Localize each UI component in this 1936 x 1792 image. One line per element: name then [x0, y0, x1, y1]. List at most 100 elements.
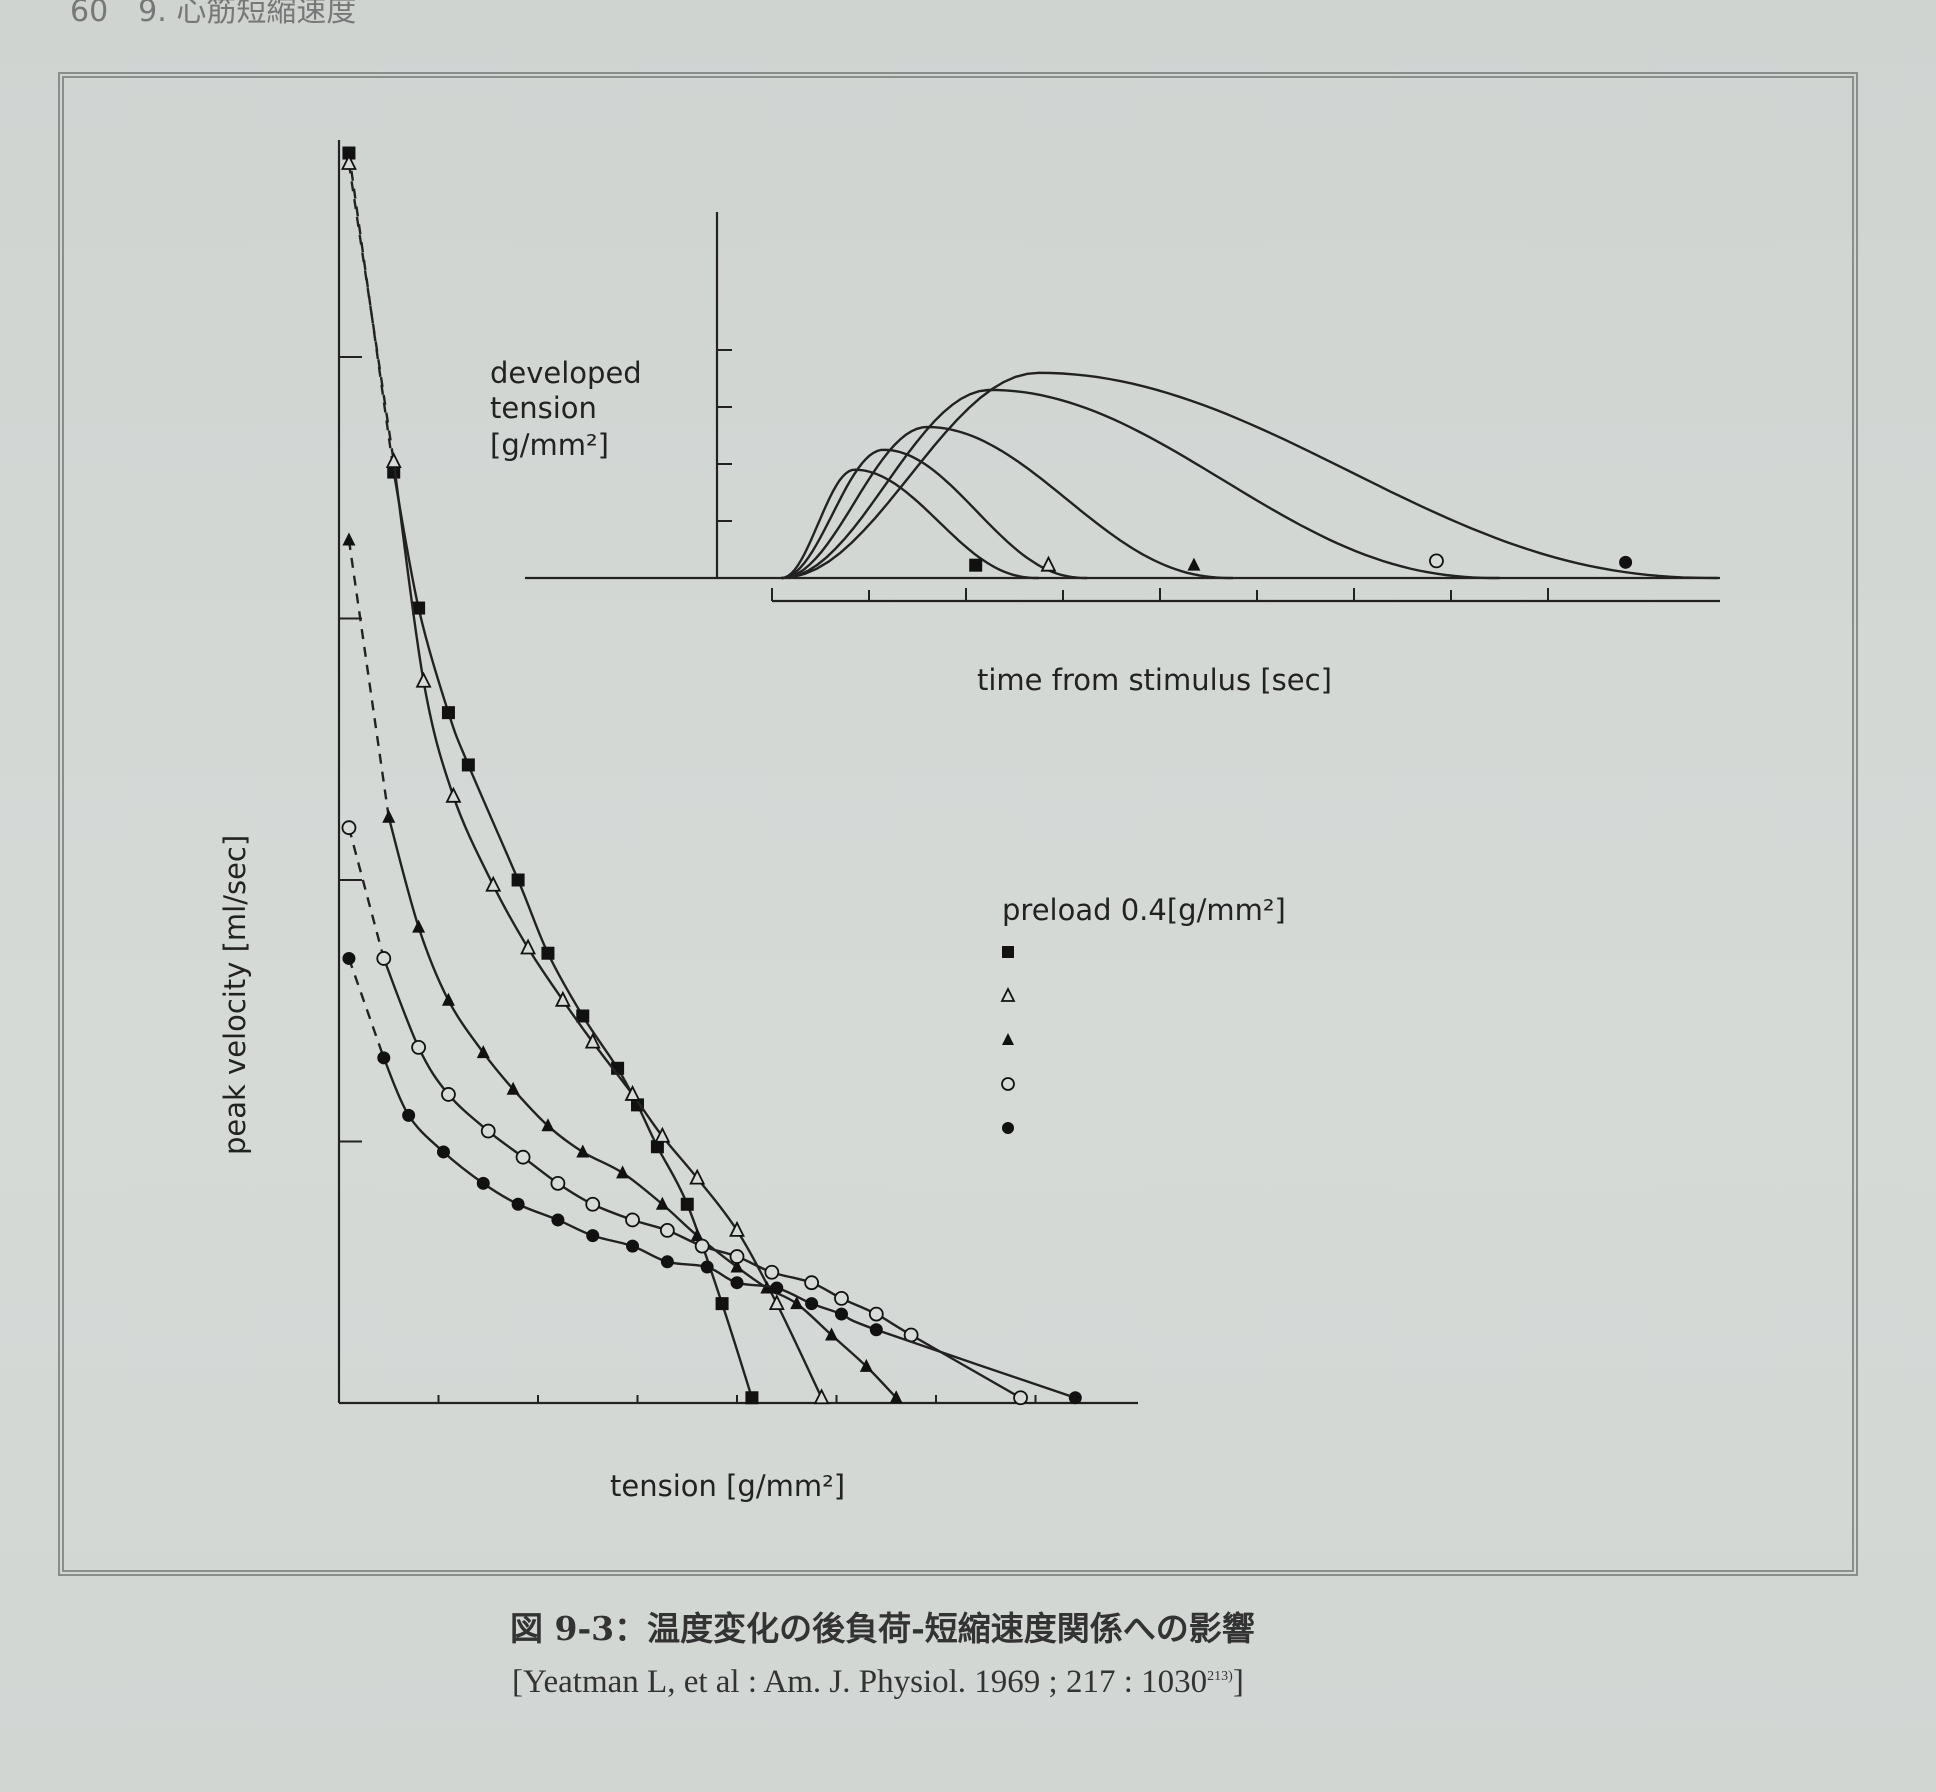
main-point	[813, 1388, 830, 1405]
main-series	[340, 146, 1082, 1406]
citation-close: ]	[1232, 1664, 1244, 1700]
main-point	[729, 1249, 745, 1264]
inset-marker	[969, 558, 983, 572]
main-curve	[392, 461, 823, 1399]
legend-title: preload 0.4[g/mm²]	[1002, 893, 1286, 927]
inset-series-filled-square	[781, 468, 1039, 580]
main-point	[385, 452, 402, 469]
main-point	[412, 601, 426, 615]
main-y-axis-label: peak velocity [ml/sec]	[218, 835, 252, 1155]
main-point	[436, 1145, 450, 1159]
inset-curve	[781, 448, 1088, 580]
main-point	[764, 1264, 780, 1280]
legend: preload 0.4[g/mm²]	[1000, 893, 1286, 1134]
main-point	[834, 1307, 848, 1321]
main-point	[411, 1039, 427, 1055]
main-point	[550, 1175, 566, 1191]
main-point	[340, 153, 357, 170]
main-series-filled-triangle	[342, 532, 903, 1404]
main-point	[869, 1323, 883, 1337]
main-point	[1013, 1390, 1028, 1406]
legend-marker	[1001, 1077, 1015, 1091]
main-dashed-line	[347, 958, 385, 1059]
main-point	[825, 1327, 839, 1341]
main-dashed-line	[347, 827, 385, 959]
main-point	[511, 873, 525, 887]
inset-y-axis-label-line1: developed	[490, 356, 642, 390]
main-point	[576, 1144, 590, 1158]
main-point	[868, 1306, 884, 1322]
main-point	[485, 875, 502, 892]
main-series-open-triangle	[340, 153, 830, 1405]
main-point	[790, 1296, 804, 1310]
main-point	[541, 946, 555, 960]
figure-caption: 図 9-3：温度変化の後負荷-短縮速度関係への影響	[510, 1609, 1255, 1648]
main-point	[729, 1220, 745, 1237]
main-point	[660, 1255, 674, 1269]
main-point	[476, 1176, 490, 1190]
inset-x-axis-label: time from stimulus [sec]	[977, 663, 1332, 697]
main-series-filled-circle	[342, 951, 1082, 1405]
legend-marker	[1000, 986, 1016, 1002]
inset-series-open-circle	[781, 388, 1500, 580]
citation-ref: 213)	[1207, 1669, 1233, 1684]
main-point	[631, 1098, 644, 1112]
main-point	[804, 1275, 820, 1291]
main-point	[412, 919, 426, 933]
main-point	[859, 1358, 873, 1372]
main-point	[576, 1009, 590, 1023]
inset-chart: developed tension [g/mm²] time from stim…	[490, 212, 1720, 697]
main-point	[700, 1260, 714, 1274]
main-point	[655, 1196, 669, 1210]
main-point	[834, 1291, 849, 1306]
main-point	[586, 1229, 600, 1243]
inset-series-filled-triangle	[781, 425, 1233, 580]
main-series-filled-square	[342, 146, 759, 1405]
main-ticks	[339, 356, 1037, 1403]
main-point	[625, 1212, 640, 1228]
main-point	[626, 1239, 640, 1253]
main-point	[461, 758, 475, 772]
legend-marker	[1002, 1122, 1014, 1134]
main-point	[441, 706, 455, 720]
main-point	[441, 992, 455, 1006]
main-point	[441, 1087, 456, 1102]
citation-text: [Yeatman L, et al : Am. J. Physiol. 1969…	[512, 1664, 1208, 1700]
main-point	[690, 1228, 704, 1242]
legend-entries	[1000, 946, 1016, 1134]
inset-series-open-triangle	[781, 448, 1088, 580]
inset-ticks	[717, 349, 1549, 601]
main-point	[585, 1196, 601, 1212]
main-point	[770, 1281, 784, 1295]
page-header: 60 9. 心筋短縮速度	[70, 0, 357, 29]
main-point	[415, 671, 432, 688]
main-series-open-circle	[341, 820, 1028, 1406]
inset-y-axis-label-line2: tension	[490, 391, 597, 425]
inset-marker	[1619, 555, 1633, 569]
inset-curve	[781, 388, 1500, 580]
main-point	[659, 1223, 675, 1238]
main-curve	[382, 1057, 1076, 1399]
inset-marker	[1429, 553, 1444, 569]
inset-curve	[781, 371, 1718, 580]
main-x-axis-label: tension [g/mm²]	[610, 1469, 845, 1503]
main-dashed-line	[347, 539, 390, 818]
inset-curve	[781, 425, 1233, 580]
main-point	[515, 1149, 531, 1165]
main-point	[445, 786, 462, 803]
legend-marker	[1002, 1033, 1014, 1045]
inset-marker	[1040, 555, 1057, 572]
legend-marker	[1002, 946, 1014, 958]
main-point	[768, 1294, 785, 1311]
main-point	[402, 1108, 416, 1122]
main-point	[520, 938, 537, 955]
figure-citation: [Yeatman L, et al : Am. J. Physiol. 1969…	[512, 1664, 1244, 1701]
main-point	[694, 1238, 710, 1254]
main-chart: tension [g/mm²] peak velocity [ml/sec]	[218, 140, 1138, 1503]
main-point	[1068, 1391, 1082, 1405]
main-point	[506, 1081, 520, 1095]
main-point	[511, 1197, 525, 1211]
main-dashed-line	[347, 163, 395, 462]
